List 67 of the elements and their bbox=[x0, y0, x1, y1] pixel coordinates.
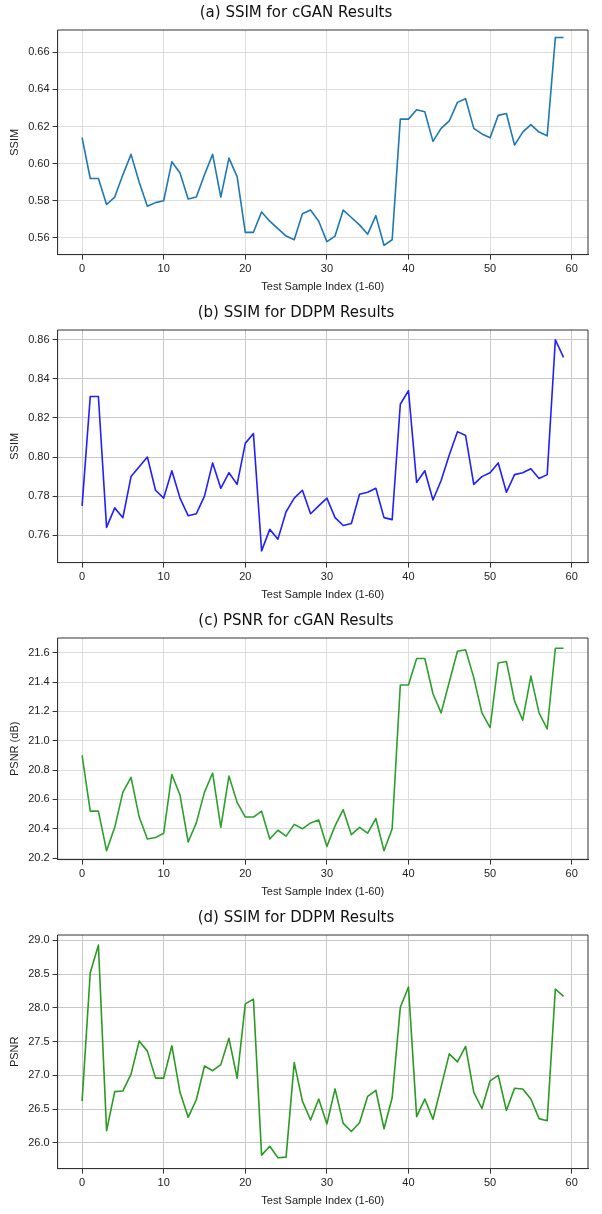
y-tick-label: 26.5 bbox=[28, 1102, 50, 1115]
x-tick-label: 50 bbox=[483, 1176, 497, 1189]
y-tick-label: 20.4 bbox=[28, 821, 50, 834]
y-tick-label: 0.86 bbox=[28, 332, 50, 345]
x-tick-label: 50 bbox=[483, 262, 497, 275]
y-tick-label: 0.66 bbox=[28, 45, 50, 58]
x-tick-label: 30 bbox=[320, 262, 334, 275]
x-tick-label: 60 bbox=[565, 1176, 578, 1189]
x-tick-label: 10 bbox=[157, 262, 170, 275]
x-tick-label: 20 bbox=[239, 570, 252, 583]
x-tick-label: 10 bbox=[157, 1176, 170, 1189]
x-tick-label: 20 bbox=[239, 1176, 252, 1189]
x-axis-title: Test Sample Index (1-60) bbox=[261, 588, 385, 601]
y-tick-label: 29.0 bbox=[28, 933, 50, 946]
x-tick-label: 40 bbox=[402, 867, 415, 880]
chart-title: (c) PSNR for cGAN Results bbox=[198, 610, 394, 629]
x-tick-label: 20 bbox=[239, 262, 252, 275]
x-tick-label: 60 bbox=[565, 262, 578, 275]
y-axis-title: PSNR bbox=[7, 1036, 20, 1068]
y-tick-label: 20.6 bbox=[28, 792, 50, 805]
x-tick-label: 0 bbox=[79, 1176, 86, 1189]
y-tick-label: 26.0 bbox=[28, 1135, 50, 1148]
x-axis-title: Test Sample Index (1-60) bbox=[261, 280, 385, 293]
x-axis-title: Test Sample Index (1-60) bbox=[261, 885, 385, 898]
y-tick-label: 21.6 bbox=[28, 645, 50, 658]
y-tick-label: 0.76 bbox=[28, 528, 50, 541]
y-tick-label: 27.5 bbox=[28, 1034, 50, 1047]
y-tick-label: 21.2 bbox=[28, 704, 50, 717]
y-tick-label: 0.82 bbox=[28, 410, 50, 423]
x-tick-label: 50 bbox=[483, 570, 497, 583]
y-tick-label: 21.0 bbox=[28, 733, 50, 746]
x-tick-label: 20 bbox=[239, 867, 252, 880]
x-tick-label: 0 bbox=[79, 262, 86, 275]
y-tick-label: 0.58 bbox=[28, 193, 50, 206]
y-tick-label: 21.4 bbox=[28, 675, 50, 688]
x-axis-title: Test Sample Index (1-60) bbox=[261, 1194, 385, 1207]
y-tick-label: 20.8 bbox=[28, 763, 50, 776]
y-tick-label: 0.60 bbox=[28, 156, 50, 169]
y-tick-label: 28.0 bbox=[28, 1000, 50, 1013]
x-tick-label: 10 bbox=[157, 570, 170, 583]
y-tick-label: 0.62 bbox=[28, 119, 50, 132]
y-tick-label: 0.78 bbox=[28, 489, 50, 502]
x-tick-label: 40 bbox=[402, 1176, 415, 1189]
x-tick-label: 30 bbox=[320, 1176, 334, 1189]
y-axis-title: PSNR (dB) bbox=[7, 721, 20, 776]
y-tick-label: 20.2 bbox=[28, 851, 50, 864]
x-tick-label: 60 bbox=[565, 867, 578, 880]
y-tick-label: 0.80 bbox=[28, 450, 50, 463]
x-tick-label: 60 bbox=[565, 570, 578, 583]
y-axis-title: SSIM bbox=[7, 432, 20, 460]
y-tick-label: 0.64 bbox=[28, 82, 50, 95]
chart-title: (d) SSIM for DDPM Results bbox=[197, 907, 395, 926]
x-tick-label: 0 bbox=[79, 867, 86, 880]
y-tick-label: 27.0 bbox=[28, 1068, 50, 1081]
y-tick-label: 0.84 bbox=[28, 371, 50, 384]
chart-title: (b) SSIM for DDPM Results bbox=[197, 302, 395, 321]
x-tick-label: 0 bbox=[79, 570, 86, 583]
x-tick-label: 40 bbox=[402, 262, 415, 275]
y-tick-label: 0.56 bbox=[28, 230, 50, 243]
chart-title: (a) SSIM for cGAN Results bbox=[199, 2, 393, 21]
x-tick-label: 10 bbox=[157, 867, 170, 880]
y-axis-title: SSIM bbox=[7, 128, 20, 156]
x-tick-label: 30 bbox=[320, 867, 334, 880]
y-tick-label: 28.5 bbox=[28, 967, 50, 980]
x-tick-label: 50 bbox=[483, 867, 497, 880]
x-tick-label: 40 bbox=[402, 570, 415, 583]
x-tick-label: 30 bbox=[320, 570, 334, 583]
